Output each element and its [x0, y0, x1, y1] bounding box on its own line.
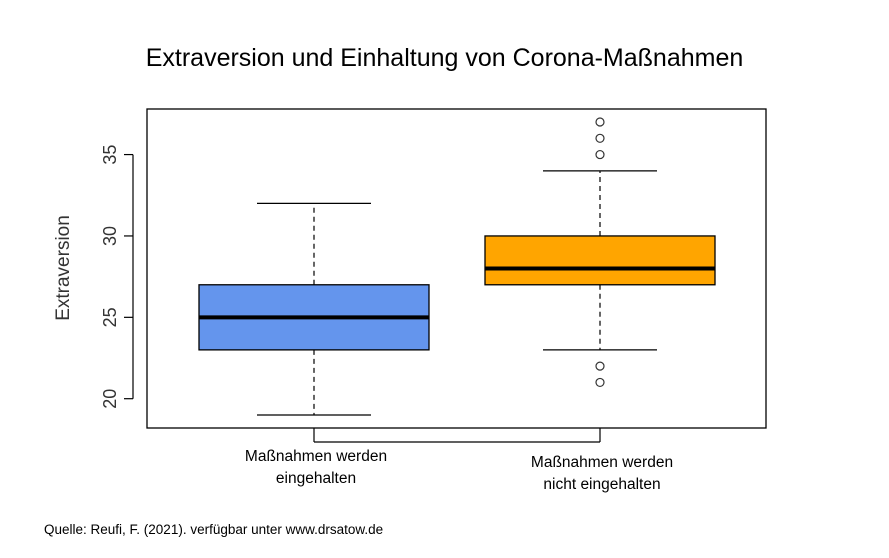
y-axis: 20 25 30 35: [100, 145, 134, 409]
outlier-point: [595, 149, 605, 160]
boxes: [198, 117, 716, 416]
iqr-box: [484, 235, 716, 286]
box-2: [484, 117, 716, 388]
category-label-line: Maßnahmen werden: [530, 454, 674, 471]
plot-frame: [146, 108, 767, 429]
y-tick-label: 35: [100, 145, 120, 165]
x-axis: [313, 428, 601, 443]
category-label-line: eingehalten: [275, 470, 357, 487]
box-1: [198, 202, 430, 416]
category-label-line: Maßnahmen werden: [244, 448, 388, 465]
chart-title: Extraversion und Einhaltung von Corona-M…: [145, 44, 744, 72]
outlier-point: [595, 133, 605, 143]
y-axis-label: Extraversion: [53, 215, 74, 321]
y-tick-label: 30: [100, 226, 120, 246]
category-label-line: nicht eingehalten: [543, 476, 661, 493]
source-note: Quelle: Reufi, F. (2021). verfügbar unte…: [44, 522, 384, 537]
outlier-point: [595, 377, 605, 388]
y-tick-label: 20: [100, 389, 120, 409]
y-tick-label: 25: [100, 307, 120, 327]
category-label-eingehalten: Maßnahmen werden eingehalten: [196, 446, 436, 490]
outlier-point: [595, 361, 605, 371]
outlier-point: [595, 117, 605, 127]
category-label-nicht-eingehalten: Maßnahmen werden nicht eingehalten: [482, 452, 722, 496]
